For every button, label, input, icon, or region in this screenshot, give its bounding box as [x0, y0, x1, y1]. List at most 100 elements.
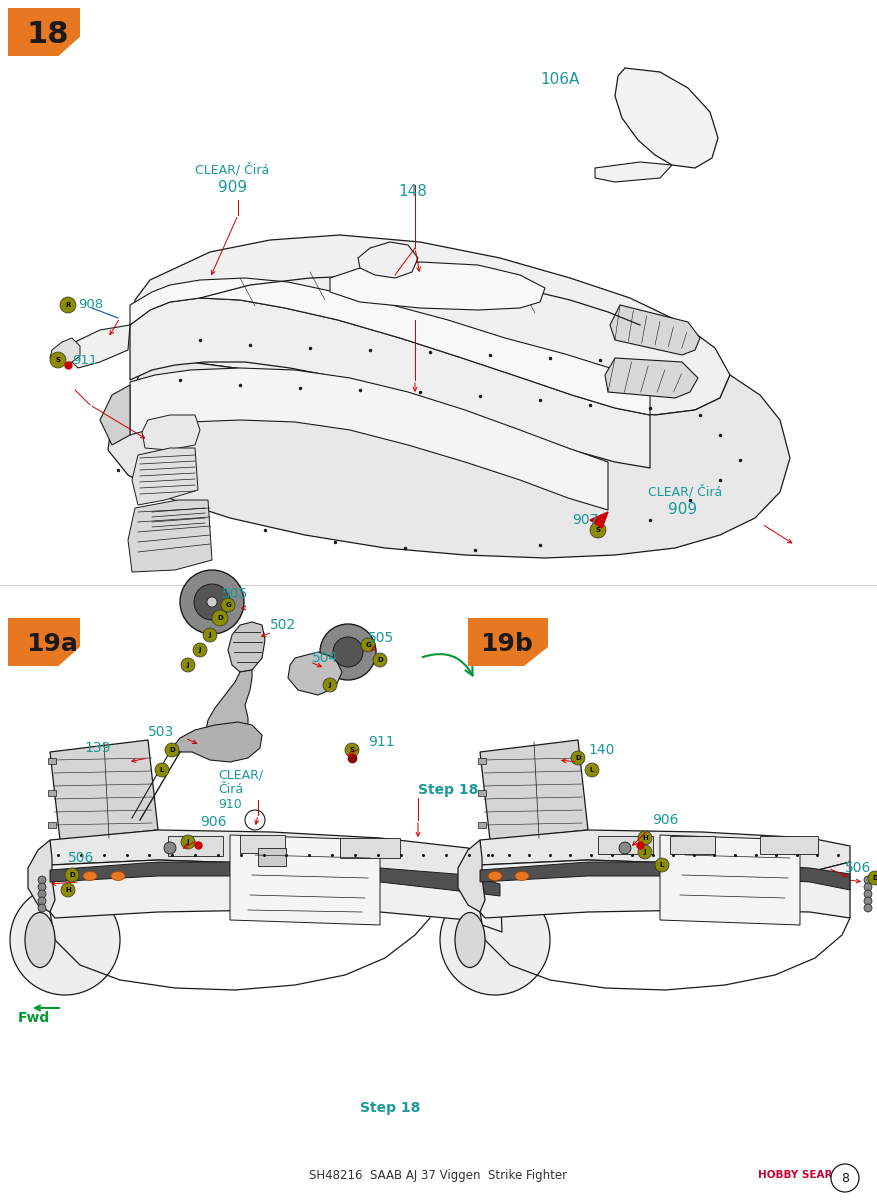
Text: Step 18: Step 18 — [418, 782, 478, 797]
Circle shape — [50, 352, 66, 368]
Text: J: J — [187, 839, 189, 845]
Circle shape — [60, 296, 76, 313]
Circle shape — [333, 637, 363, 667]
Text: Step 18: Step 18 — [360, 1102, 420, 1115]
Polygon shape — [130, 298, 650, 468]
Circle shape — [655, 858, 669, 872]
Text: 19b: 19b — [480, 632, 532, 656]
Polygon shape — [68, 325, 130, 368]
Text: J: J — [329, 682, 332, 688]
Text: 505: 505 — [368, 631, 395, 646]
Circle shape — [619, 842, 631, 854]
Circle shape — [164, 842, 176, 854]
Circle shape — [864, 890, 872, 898]
Text: D: D — [872, 875, 877, 881]
Bar — [670, 836, 715, 854]
Text: J: J — [199, 647, 201, 653]
Bar — [168, 836, 223, 856]
Circle shape — [864, 898, 872, 905]
Polygon shape — [590, 512, 608, 528]
Text: SH48216  SAAB AJ 37 Viggen  Strike Fighter: SH48216 SAAB AJ 37 Viggen Strike Fighter — [309, 1169, 567, 1182]
Circle shape — [181, 658, 195, 672]
Polygon shape — [468, 618, 548, 666]
Polygon shape — [142, 415, 200, 450]
Circle shape — [203, 628, 217, 642]
Circle shape — [345, 743, 359, 757]
Bar — [48, 822, 56, 828]
Text: HOBBY SEARCH: HOBBY SEARCH — [758, 1170, 849, 1180]
Polygon shape — [132, 448, 198, 505]
Polygon shape — [130, 235, 730, 415]
Circle shape — [831, 1164, 859, 1192]
Ellipse shape — [515, 871, 529, 881]
Text: H: H — [65, 887, 71, 893]
Text: 909: 909 — [668, 503, 697, 517]
Polygon shape — [50, 862, 500, 896]
Circle shape — [571, 751, 585, 766]
Polygon shape — [100, 385, 130, 445]
Circle shape — [38, 898, 46, 905]
Circle shape — [361, 638, 375, 652]
Text: J: J — [209, 632, 211, 638]
Circle shape — [323, 678, 337, 692]
Ellipse shape — [111, 871, 125, 881]
Polygon shape — [108, 348, 790, 558]
Text: 148: 148 — [398, 185, 427, 199]
Circle shape — [221, 598, 235, 612]
Polygon shape — [480, 740, 588, 840]
Text: 506: 506 — [68, 851, 95, 865]
Text: 504: 504 — [312, 650, 339, 665]
Text: 140: 140 — [588, 743, 615, 757]
Polygon shape — [230, 835, 380, 925]
Polygon shape — [28, 840, 55, 912]
Text: 907: 907 — [572, 514, 598, 527]
Text: 502: 502 — [270, 618, 296, 632]
Text: G: G — [225, 602, 231, 608]
Text: J: J — [644, 850, 646, 854]
Bar — [478, 758, 486, 764]
Circle shape — [638, 830, 652, 845]
Circle shape — [10, 886, 120, 995]
Polygon shape — [288, 652, 342, 695]
Circle shape — [38, 876, 46, 884]
Text: R: R — [65, 302, 71, 308]
Polygon shape — [50, 740, 158, 840]
Text: 506: 506 — [845, 862, 872, 875]
Circle shape — [65, 868, 79, 882]
Polygon shape — [130, 368, 608, 510]
Text: 8: 8 — [841, 1171, 849, 1184]
Circle shape — [38, 890, 46, 898]
Bar — [478, 790, 486, 796]
Text: G: G — [365, 642, 371, 648]
Bar — [48, 758, 56, 764]
Circle shape — [638, 845, 652, 859]
Text: D: D — [217, 614, 223, 622]
Ellipse shape — [25, 912, 55, 967]
Text: 906: 906 — [200, 815, 226, 829]
Polygon shape — [358, 242, 418, 278]
Text: S: S — [350, 746, 354, 754]
Polygon shape — [610, 305, 700, 355]
Circle shape — [440, 886, 550, 995]
Ellipse shape — [83, 871, 97, 881]
Polygon shape — [128, 500, 212, 572]
Ellipse shape — [455, 912, 485, 967]
Text: L: L — [160, 767, 164, 773]
Text: D: D — [575, 755, 581, 761]
Polygon shape — [228, 622, 265, 672]
Text: Fwd: Fwd — [18, 1010, 50, 1025]
Bar — [258, 848, 286, 866]
Text: 505: 505 — [222, 587, 248, 601]
Text: S: S — [55, 358, 61, 362]
Bar — [340, 838, 400, 858]
Text: J: J — [187, 662, 189, 668]
Polygon shape — [458, 840, 485, 912]
Bar — [240, 835, 285, 853]
Text: CLEAR/
Čirá
910: CLEAR/ Čirá 910 — [218, 768, 263, 811]
Circle shape — [194, 584, 230, 620]
Circle shape — [165, 743, 179, 757]
Polygon shape — [480, 860, 850, 918]
Polygon shape — [330, 262, 545, 310]
Circle shape — [193, 643, 207, 658]
Circle shape — [38, 904, 46, 912]
